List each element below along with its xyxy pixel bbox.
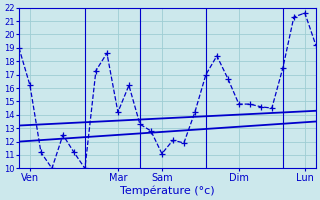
X-axis label: Température (°c): Température (°c)	[120, 185, 215, 196]
